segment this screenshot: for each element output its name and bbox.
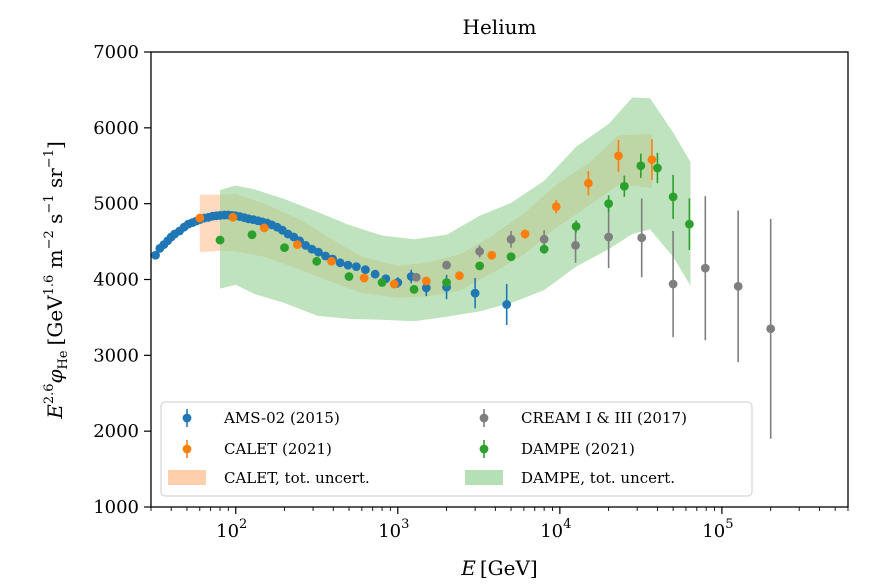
point-dampe-2021-13 <box>619 181 629 191</box>
y-tick-label-4000: 4000 <box>93 270 139 291</box>
point-ams-02-2015-49 <box>470 288 480 298</box>
point-cream-i-iii-2017-2 <box>475 247 485 256</box>
point-calet-2021-8 <box>455 271 464 281</box>
legend-marker-cream-i-iii-2017 <box>479 413 489 423</box>
point-dampe-2021-7 <box>442 278 451 287</box>
legend-label-dampe-2021: DAMPE (2021) <box>521 440 635 458</box>
point-dampe-2021-1 <box>247 230 257 240</box>
point-dampe-2021-2 <box>280 243 289 253</box>
point-cream-i-iii-2017-11 <box>766 324 776 334</box>
legend: AMS-02 (2015) CREAM I & III (2017) CALET (… <box>160 401 753 497</box>
point-ams-02-2015-43 <box>370 269 380 279</box>
point-ams-02-2015-39 <box>335 258 345 268</box>
point-calet-2021-9 <box>487 250 497 260</box>
point-cream-i-iii-2017-7 <box>637 233 647 243</box>
point-calet-2021-12 <box>583 178 593 188</box>
point-ams-02-2015-36 <box>314 247 323 257</box>
point-calet-2021-3 <box>292 240 302 250</box>
point-ams-02-2015-0 <box>151 250 160 260</box>
point-dampe-2021-17 <box>684 219 694 229</box>
x-tick-label-10000: 104 <box>540 517 571 542</box>
point-calet-2021-0 <box>195 213 205 223</box>
point-ams-02-2015-50 <box>502 300 512 309</box>
point-cream-i-iii-2017-3 <box>506 234 516 244</box>
legend-marker-ams-02-2015 <box>182 413 192 423</box>
point-cream-i-iii-2017-4 <box>539 234 549 244</box>
point-dampe-2021-9 <box>506 252 516 262</box>
point-calet-2021-14 <box>647 155 657 165</box>
point-dampe-2021-14 <box>636 161 646 171</box>
point-calet-2021-11 <box>551 202 561 212</box>
point-cream-i-iii-2017-8 <box>668 279 678 289</box>
point-calet-2021-2 <box>259 223 269 233</box>
y-axis-ticks: 1000 2000 3000 4000 5000 6000 7000 <box>93 42 151 518</box>
point-dampe-2021-10 <box>539 244 549 254</box>
point-dampe-2021-6 <box>409 284 419 294</box>
point-calet-2021-4 <box>327 256 336 266</box>
point-cream-i-iii-2017-10 <box>733 281 743 291</box>
legend-marker-calet-2021 <box>182 444 192 454</box>
point-ams-02-2015-40 <box>343 260 353 270</box>
point-calet-2021-13 <box>614 151 623 161</box>
point-calet-2021-10 <box>520 229 530 239</box>
chart-title: Helium <box>463 15 537 39</box>
point-ams-02-2015-41 <box>351 262 361 272</box>
data-points <box>151 151 776 334</box>
point-dampe-2021-15 <box>653 163 662 173</box>
legend-marker-dampe-2021 <box>479 444 489 454</box>
point-dampe-2021-4 <box>344 272 354 281</box>
point-ams-02-2015-42 <box>360 265 370 275</box>
legend-label-calet-tot-uncert: CALET, tot. uncert. <box>224 469 370 487</box>
point-dampe-2021-8 <box>475 261 485 271</box>
x-tick-label-100: 102 <box>216 517 247 542</box>
point-dampe-2021-3 <box>312 256 322 266</box>
legend-label-cream-i-iii-2017: CREAM I & III (2017) <box>521 409 687 427</box>
point-dampe-2021-12 <box>604 199 614 209</box>
legend-label-ams-02-2015: AMS-02 (2015) <box>223 409 340 427</box>
legend-swatch-calet-tot-uncert <box>168 470 206 485</box>
x-tick-label-100000: 105 <box>702 517 733 542</box>
point-calet-2021-6 <box>389 279 399 289</box>
y-tick-label-2000: 2000 <box>93 421 139 442</box>
legend-label-calet-2021: CALET (2021) <box>224 440 332 458</box>
y-tick-label-6000: 6000 <box>93 118 139 139</box>
legend-label-dampe-tot-uncert: DAMPE, tot. uncert. <box>521 469 675 487</box>
point-ams-02-2015-47 <box>421 283 431 293</box>
point-cream-i-iii-2017-6 <box>604 232 614 242</box>
point-calet-2021-1 <box>228 212 238 222</box>
y-tick-label-7000: 7000 <box>93 42 139 63</box>
point-dampe-2021-16 <box>668 192 678 202</box>
y-axis-label: E2.6φHe[GeV1.6 m−2 s−1 sr−1] <box>42 141 71 420</box>
point-calet-2021-7 <box>421 276 431 286</box>
x-axis-ticks: 102 103 104 105 <box>150 507 849 542</box>
point-cream-i-iii-2017-5 <box>571 240 580 250</box>
y-tick-label-5000: 5000 <box>93 194 139 215</box>
point-cream-i-iii-2017-0 <box>411 272 421 282</box>
point-calet-2021-5 <box>359 273 369 283</box>
legend-swatch-dampe-tot-uncert <box>465 470 503 485</box>
point-dampe-2021-5 <box>377 278 387 287</box>
band-dampe-tot-uncert <box>220 97 691 322</box>
x-axis-label: E [GeV] <box>460 556 537 580</box>
point-ams-02-2015-35 <box>307 244 317 254</box>
plot-area <box>151 97 776 439</box>
point-dampe-2021-0 <box>215 235 225 245</box>
y-tick-label-1000: 1000 <box>93 497 139 518</box>
point-dampe-2021-11 <box>571 222 581 231</box>
point-cream-i-iii-2017-1 <box>442 260 451 270</box>
x-tick-label-1000: 103 <box>378 517 409 542</box>
point-ams-02-2015-37 <box>321 251 330 261</box>
point-cream-i-iii-2017-9 <box>700 263 710 273</box>
y-tick-label-3000: 3000 <box>93 345 139 366</box>
